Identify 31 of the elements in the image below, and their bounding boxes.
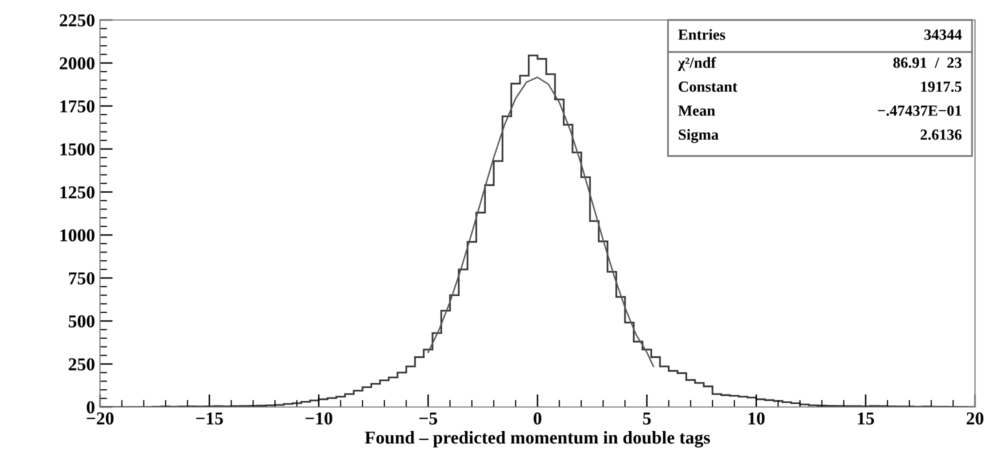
x-tick-label: −5	[419, 412, 438, 425]
annotation: 2.6136	[920, 130, 962, 140]
y-tick-label: 250	[68, 358, 94, 370]
x-tick-label: 0	[534, 412, 542, 425]
annotation: Entries	[678, 29, 726, 40]
y-tick-label: 1000	[60, 229, 94, 242]
x-tick-label: −20	[86, 412, 114, 425]
x-tick-label: 5	[643, 412, 651, 425]
annotation: −.47437E−01	[878, 106, 962, 116]
y-tick-label: 750	[69, 272, 94, 284]
x-axis-title: Found – predicted momentum in double tags	[364, 431, 710, 448]
x-tick-label: 15	[858, 412, 874, 425]
y-tick-label: 0	[86, 401, 94, 414]
annotation: 1917.5	[921, 82, 962, 92]
y-tick-label: 1250	[60, 186, 94, 198]
x-tick-label: 10	[748, 412, 765, 425]
annotation: Constant	[678, 82, 738, 92]
y-tick-label: 2250	[60, 14, 94, 26]
annotation: 34344	[924, 30, 962, 40]
x-tick-label: −10	[306, 412, 332, 425]
x-tick-label: 20	[966, 412, 984, 425]
y-tick-label: 500	[68, 315, 94, 328]
y-tick-label: 2000	[60, 57, 94, 70]
x-tick-label: −15	[196, 412, 223, 425]
line-series	[427, 76, 654, 368]
annotation: χ²/ndf	[678, 56, 716, 72]
annotation: Mean	[678, 106, 716, 116]
annotation: 86.91 / 23	[893, 58, 962, 68]
annotation: Sigma	[678, 129, 719, 143]
y-tick-label: 1500	[60, 143, 94, 156]
y-tick-label: 1750	[60, 100, 94, 112]
